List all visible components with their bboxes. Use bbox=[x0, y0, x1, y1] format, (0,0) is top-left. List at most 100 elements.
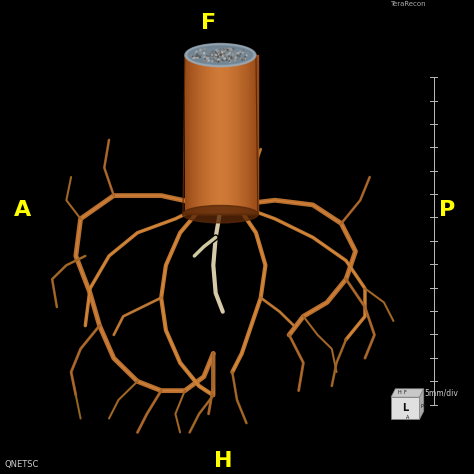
Point bbox=[219, 52, 227, 60]
Point bbox=[208, 55, 215, 62]
Ellipse shape bbox=[188, 46, 253, 64]
Point bbox=[217, 51, 224, 59]
Point bbox=[219, 56, 226, 64]
Point bbox=[220, 51, 228, 58]
Point bbox=[193, 52, 201, 60]
Point bbox=[198, 46, 206, 54]
Point bbox=[228, 54, 235, 61]
Point bbox=[221, 45, 229, 52]
Point bbox=[204, 46, 211, 54]
Point bbox=[201, 50, 208, 57]
Point bbox=[220, 52, 228, 59]
Point bbox=[211, 55, 219, 63]
Point bbox=[212, 55, 219, 62]
Point bbox=[217, 46, 224, 53]
Point bbox=[215, 53, 223, 60]
Point bbox=[215, 55, 223, 63]
Point bbox=[201, 55, 209, 63]
Point bbox=[209, 51, 216, 58]
Text: P: P bbox=[439, 200, 455, 219]
Point bbox=[198, 50, 206, 57]
Point bbox=[228, 55, 235, 62]
Point bbox=[220, 55, 228, 62]
Point bbox=[241, 53, 249, 61]
Point bbox=[223, 50, 230, 57]
Point bbox=[188, 52, 195, 59]
Point bbox=[203, 52, 210, 60]
Text: QNETSC: QNETSC bbox=[5, 460, 39, 469]
Point bbox=[221, 46, 229, 54]
Point bbox=[240, 55, 248, 63]
Point bbox=[211, 57, 219, 65]
Point bbox=[220, 53, 228, 61]
Point bbox=[214, 55, 221, 62]
Point bbox=[226, 47, 233, 55]
Point bbox=[231, 57, 239, 64]
Point bbox=[193, 51, 201, 58]
Point bbox=[215, 50, 223, 58]
Point bbox=[219, 51, 227, 59]
Point bbox=[196, 53, 204, 61]
Point bbox=[198, 57, 205, 65]
Point bbox=[220, 45, 228, 53]
Point bbox=[233, 53, 240, 60]
Point bbox=[217, 52, 225, 59]
Point bbox=[217, 48, 225, 56]
Point bbox=[214, 57, 222, 65]
Point bbox=[212, 52, 219, 60]
Point bbox=[206, 52, 213, 60]
Point bbox=[216, 51, 224, 58]
Point bbox=[217, 52, 224, 60]
Point bbox=[219, 46, 226, 54]
Ellipse shape bbox=[189, 46, 252, 64]
Point bbox=[217, 50, 224, 58]
Text: 5mm/div: 5mm/div bbox=[424, 389, 458, 398]
Point bbox=[202, 57, 210, 64]
Point bbox=[218, 49, 226, 57]
Point bbox=[234, 52, 241, 60]
Point bbox=[223, 51, 231, 59]
Text: A: A bbox=[14, 200, 31, 219]
Ellipse shape bbox=[182, 205, 258, 223]
Point bbox=[237, 50, 244, 58]
Point bbox=[221, 54, 229, 62]
Point bbox=[216, 51, 223, 59]
Polygon shape bbox=[391, 389, 424, 397]
Text: F: F bbox=[201, 13, 216, 33]
Point bbox=[219, 50, 227, 57]
Point bbox=[228, 46, 235, 53]
Point bbox=[230, 45, 237, 53]
Text: H: H bbox=[213, 451, 232, 471]
Point bbox=[215, 50, 223, 58]
Point bbox=[212, 51, 219, 58]
Point bbox=[193, 52, 201, 60]
Point bbox=[190, 54, 198, 61]
Point bbox=[219, 52, 227, 59]
Point bbox=[226, 49, 233, 57]
Point bbox=[220, 48, 228, 55]
Point bbox=[226, 48, 234, 56]
Point bbox=[222, 51, 230, 58]
Text: P: P bbox=[421, 404, 424, 410]
Point bbox=[209, 51, 217, 59]
Point bbox=[214, 50, 222, 57]
Point bbox=[212, 52, 220, 60]
Point bbox=[200, 53, 208, 61]
Point bbox=[214, 54, 222, 61]
Point bbox=[229, 48, 237, 56]
Point bbox=[230, 55, 237, 62]
Text: H: H bbox=[398, 391, 401, 395]
Point bbox=[209, 49, 216, 56]
Point bbox=[232, 55, 239, 62]
Point bbox=[243, 49, 250, 57]
Point bbox=[213, 51, 221, 58]
Point bbox=[221, 55, 229, 62]
Point bbox=[223, 56, 230, 64]
Point bbox=[204, 55, 212, 62]
Point bbox=[214, 48, 221, 55]
Point bbox=[217, 50, 224, 58]
Point bbox=[209, 58, 216, 65]
Point bbox=[202, 55, 210, 63]
Point bbox=[229, 55, 237, 62]
Point bbox=[196, 47, 204, 55]
